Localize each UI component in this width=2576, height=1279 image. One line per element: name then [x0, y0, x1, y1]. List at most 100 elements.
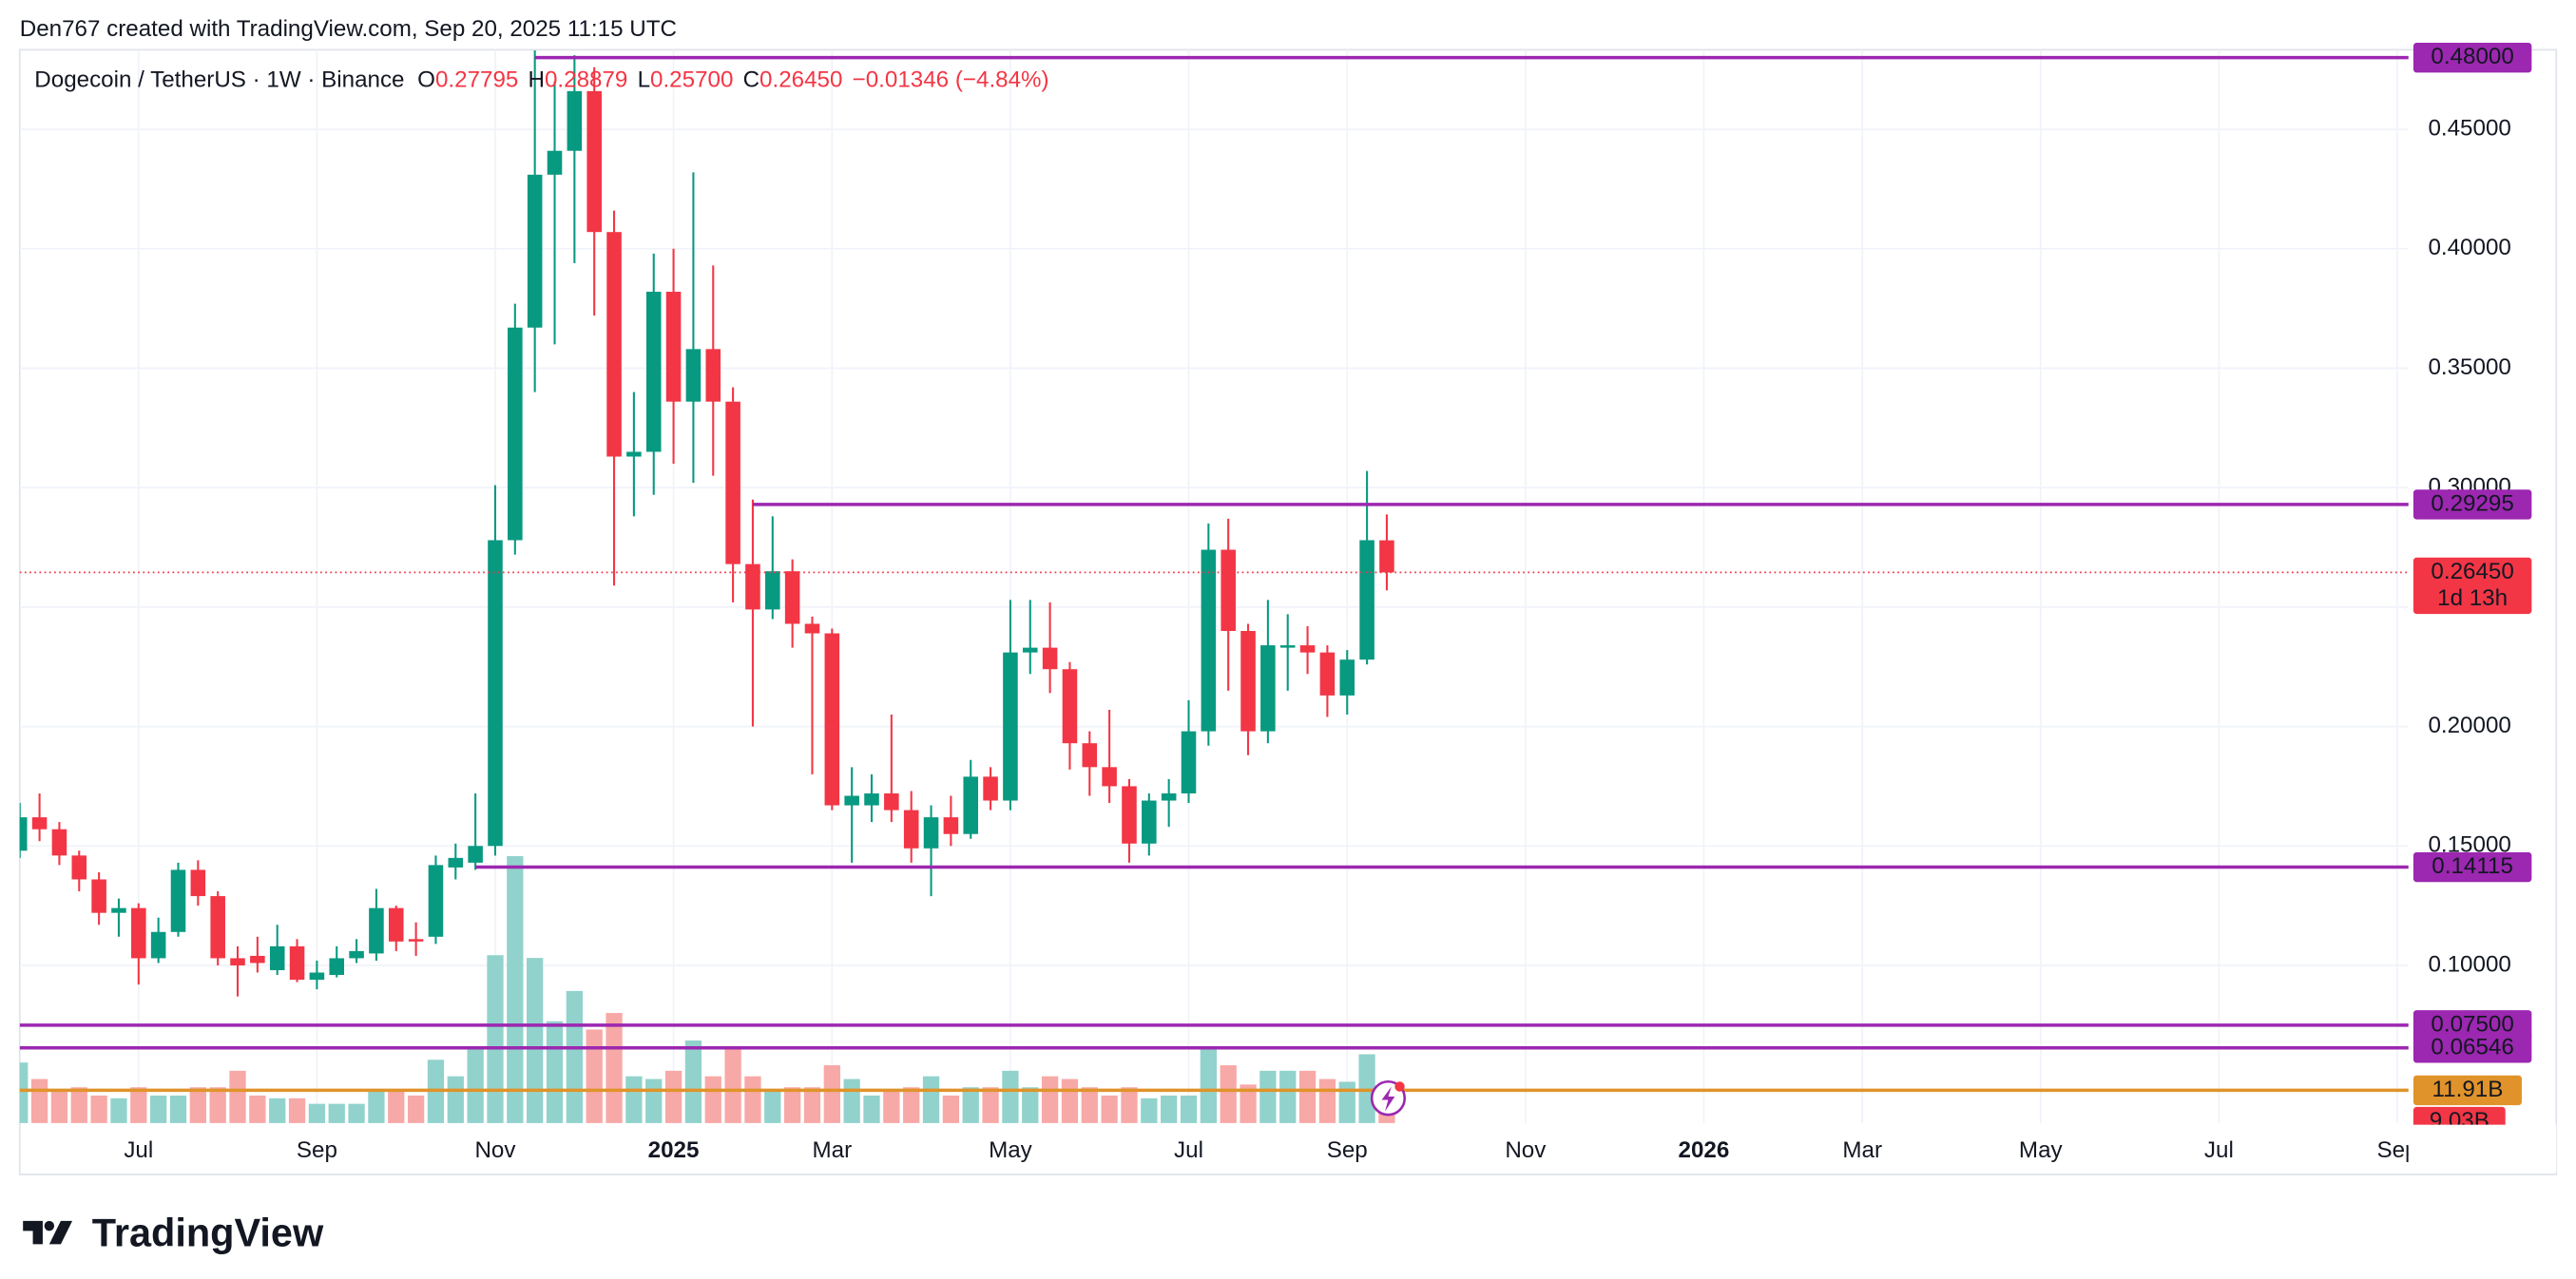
volume-bar [863, 1095, 880, 1123]
candle-body [745, 563, 760, 610]
candle-body [606, 232, 622, 457]
candle-body [408, 939, 424, 942]
volume-bar [269, 1098, 286, 1123]
volume-bar [90, 1095, 107, 1123]
candle-body [963, 776, 979, 834]
candle-body [388, 907, 404, 942]
volume-bar [70, 1087, 87, 1123]
candle-body [1122, 786, 1137, 844]
legend-value: 0.27795 [435, 67, 518, 93]
volume-bar [1180, 1095, 1198, 1123]
axis-strip [2408, 1124, 2557, 1174]
volume-bar [1220, 1065, 1237, 1123]
candle-body [626, 451, 642, 457]
x-tick-label: Nov [474, 1137, 516, 1163]
volume-bar [1240, 1084, 1257, 1123]
legend-value: 0.25700 [650, 67, 733, 93]
candle-body [1102, 767, 1117, 787]
volume-bar [962, 1087, 979, 1123]
volume-bar [982, 1087, 999, 1123]
candle-body [1379, 540, 1394, 573]
footer-brand: TradingView [92, 1210, 324, 1254]
candle-body [1062, 669, 1078, 744]
volume-bar [189, 1087, 206, 1123]
candle-body [1201, 549, 1217, 732]
candle-body [468, 846, 483, 863]
candle-body [824, 633, 840, 806]
volume-bar [30, 1079, 48, 1123]
level-label-box [2413, 851, 2532, 883]
candle-body [31, 817, 48, 830]
volume-bar [764, 1090, 781, 1123]
volume-bar [586, 1029, 603, 1123]
volume-bar [507, 855, 524, 1123]
last-price-box [2413, 557, 2532, 615]
candle-body [983, 776, 998, 801]
candle-body [488, 540, 503, 847]
candle-body [51, 829, 67, 856]
candle-body [1181, 731, 1197, 793]
candle-body [428, 865, 444, 937]
x-tick-label: Sep [297, 1137, 337, 1163]
volume-bar [1259, 1070, 1277, 1123]
volume-bar [150, 1095, 167, 1123]
level-label-box [2413, 42, 2532, 73]
volume-bar [783, 1087, 801, 1123]
volume-bar [1279, 1070, 1297, 1123]
candle-body [508, 327, 523, 541]
volume-bar [1338, 1081, 1355, 1123]
x-tick-label: Jul [1174, 1137, 1203, 1163]
legend-title: Dogecoin / TetherUS · 1W · Binance [34, 67, 404, 93]
volume-bar [843, 1079, 860, 1123]
volume-bar [566, 990, 583, 1123]
last-price-label: 0.26450 [2431, 559, 2513, 584]
volume-bar [823, 1065, 840, 1123]
candle-body [349, 950, 364, 959]
volume-bar [704, 1076, 721, 1123]
candle-body [289, 945, 305, 981]
plot-area [19, 49, 2409, 1123]
volume-bar [1161, 1095, 1178, 1123]
header: Den767 created with TradingView.com, Sep… [20, 16, 677, 42]
legend: Dogecoin / TetherUS · 1W · Binance O0.27… [34, 67, 1048, 93]
volume-ma-box [2413, 1075, 2522, 1106]
candle-body [1319, 652, 1336, 696]
candle-body [1142, 800, 1157, 844]
legend-key: H [529, 67, 545, 93]
legend-key: C [743, 67, 759, 93]
volume-ma-label: 11.91B [2432, 1077, 2504, 1102]
x-tick-label: Nov [1505, 1137, 1547, 1163]
candle-body [765, 571, 780, 610]
x-tick-label: 2026 [1679, 1137, 1730, 1163]
candle-body [527, 174, 543, 328]
candle-body [369, 907, 384, 954]
candle-body [943, 817, 959, 834]
x-tick-label: 2025 [648, 1137, 700, 1163]
logo-mark [23, 1220, 73, 1245]
volume-bar [664, 1070, 682, 1123]
candle-body [567, 90, 583, 151]
volume-bar [229, 1070, 246, 1123]
volume-bar [724, 1045, 741, 1123]
x-tick-label: Mar [1842, 1137, 1882, 1163]
candle-body [329, 958, 345, 976]
volume-bar [169, 1095, 187, 1123]
volume-bar [368, 1090, 385, 1123]
candle-body [1240, 631, 1256, 732]
candle-body [448, 857, 464, 868]
logo-dot [44, 1220, 55, 1231]
candle-body [705, 349, 721, 402]
volume-bar [922, 1076, 940, 1123]
volume-bar [803, 1087, 821, 1123]
volume-bar [249, 1095, 266, 1123]
volume-bar [1101, 1095, 1118, 1123]
candle-body [1299, 645, 1316, 653]
volume-bar [625, 1076, 643, 1123]
volume-bar [527, 958, 544, 1123]
level-label: 0.07500 [2431, 1011, 2513, 1037]
candle-body [1279, 645, 1296, 648]
level-label: 0.48000 [2431, 44, 2513, 69]
candle-body [903, 810, 919, 849]
legend-key: L [638, 67, 650, 93]
